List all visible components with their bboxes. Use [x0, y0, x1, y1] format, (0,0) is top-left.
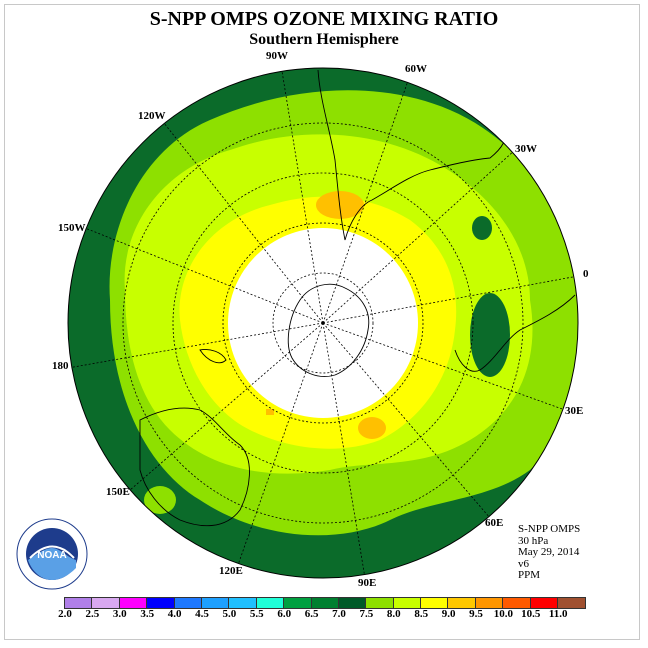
legend-swatch: [393, 598, 422, 608]
info-version: v6: [518, 557, 529, 570]
lon-label-120w: 120W: [138, 110, 166, 122]
lon-label-90e: 90E: [358, 577, 377, 589]
legend-swatch: [201, 598, 230, 608]
legend-tick-label: 3.5: [140, 608, 155, 620]
info-units: PPM: [518, 569, 541, 581]
legend-swatch: [366, 598, 394, 608]
lon-label-60w: 60W: [405, 63, 427, 75]
new-zealand-coast: [199, 349, 227, 364]
legend-swatch: [338, 598, 367, 608]
legend-swatch: [558, 598, 586, 608]
color-legend-ticks: 2.0 2.5 3.0 3.5 4.0 4.5 5.0 5.5 6.0 6.5 7.0 7.5 8.0 8…: [50, 608, 610, 622]
legend-swatch: [92, 598, 120, 608]
legend-swatch: [448, 598, 476, 608]
meridian: [84, 227, 324, 324]
legend-tick-label: 6.5: [304, 608, 319, 620]
south-pole-marker: [321, 321, 325, 325]
figure-frame: [4, 4, 640, 640]
meridian: [68, 322, 324, 369]
legend-tick-label: 5.5: [249, 608, 264, 620]
legend-swatch: [284, 598, 312, 608]
map-subtitle: Southern Hemisphere: [249, 31, 399, 48]
meridian: [129, 322, 324, 491]
legend-swatch: [311, 598, 339, 608]
legend-swatch: [475, 598, 504, 608]
legend-tick-label: 8.0: [386, 608, 401, 620]
info-date: May 29, 2014: [518, 546, 580, 558]
legend-swatch: [256, 598, 285, 608]
legend-tick-label: 6.0: [277, 608, 292, 620]
contour-7-0-south-atlantic: [472, 216, 492, 240]
australia-coast: [139, 407, 250, 527]
legend-tick-label: 3.0: [112, 608, 127, 620]
lon-label-150e: 150E: [106, 486, 130, 498]
meridian: [322, 149, 516, 324]
legend-swatch: [174, 598, 202, 608]
meridian: [322, 77, 410, 324]
info-instrument: S-NPP OMPS: [518, 523, 581, 535]
map-title: S-NPP OMPS OZONE MIXING RATIO: [149, 8, 499, 30]
legend-tick-label: 7.5: [359, 608, 374, 620]
legend-tick-label: 2.0: [58, 608, 72, 620]
antarctica-coast: [287, 283, 370, 377]
contour-9-0-small: [266, 409, 274, 415]
meridian: [322, 322, 366, 578]
legend-tick-label: 2.5: [85, 608, 100, 620]
lon-label-120e: 120E: [219, 565, 243, 577]
latitude-circle: [272, 272, 374, 374]
legend-tick-label: 9.5: [469, 608, 483, 620]
legend-tick-label: 7.0: [332, 608, 346, 620]
meridian: [322, 322, 566, 411]
legend-swatch: [503, 598, 531, 608]
color-legend: [64, 597, 587, 609]
legend-tick-label: 10.5: [521, 608, 541, 620]
legend-tick-label: 5.0: [222, 608, 237, 620]
noaa-logo: NOAA: [16, 518, 88, 590]
lon-label-180: 180: [52, 360, 69, 372]
meridian: [237, 322, 324, 566]
meridian: [322, 322, 491, 519]
latitude-circle: [172, 172, 474, 474]
legend-tick-label: 11.0: [548, 608, 568, 620]
legend-tick-label: 4.5: [195, 608, 209, 620]
meridian: [280, 68, 324, 324]
lon-label-90w: 90W: [266, 50, 288, 62]
legend-tick-label: 9.0: [441, 608, 456, 620]
contour-7-0-atlantic: [470, 293, 510, 377]
info-block: S-NPP OMPS 30 hPa May 29, 2014 v6 PPM: [518, 523, 581, 582]
map-border: [67, 67, 579, 579]
legend-swatch: [147, 598, 175, 608]
contour-9-0-indian-ocean: [358, 417, 386, 439]
legend-swatch: [530, 598, 559, 608]
latitude-circle: [122, 122, 524, 524]
lon-label-0: 0: [583, 268, 589, 280]
lon-label-60e: 60E: [485, 517, 504, 529]
info-pressure: 30 hPa: [518, 534, 549, 547]
legend-tick-label: 4.0: [167, 608, 182, 620]
meridian: [322, 275, 578, 324]
lon-label-30e: 30E: [565, 405, 584, 417]
lon-label-30w: 30W: [515, 143, 537, 155]
legend-tick-label: 10.0: [493, 608, 514, 620]
noaa-logo-text: NOAA: [37, 550, 66, 561]
africa-coast: [454, 294, 576, 372]
latitude-circle: [222, 222, 424, 424]
legend-swatch: [421, 598, 449, 608]
contour-7-5-australia: [144, 486, 176, 514]
legend-tick-label: 8.5: [414, 608, 429, 620]
legend-swatch: [65, 598, 93, 608]
legend-swatch: [229, 598, 257, 608]
lon-label-150w: 150W: [58, 222, 86, 234]
legend-swatch: [119, 598, 148, 608]
